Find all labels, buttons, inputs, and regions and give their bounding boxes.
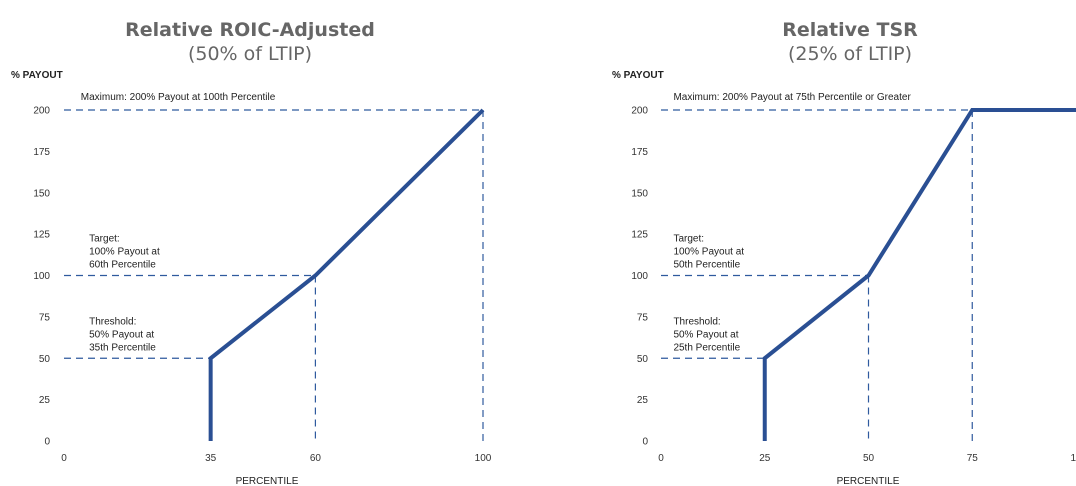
- chart-tsr: Relative TSR (25% of LTIP) % PAYOUT PERC…: [612, 19, 1076, 486]
- annotation-line: 50th Percentile: [673, 260, 740, 271]
- y-axis-label: % PAYOUT: [11, 70, 63, 81]
- y-tick-label: 150: [33, 188, 50, 199]
- chart-title: Relative TSR: [782, 19, 918, 41]
- x-tick-label: 35: [205, 453, 217, 464]
- y-tick-label: 25: [637, 395, 649, 406]
- chart-title: Relative ROIC-Adjusted: [125, 19, 375, 41]
- annotation-line: 35th Percentile: [89, 342, 156, 353]
- annotation: Maximum: 200% Payout at 100th Percentile: [81, 92, 276, 103]
- annotation-line: 100% Payout at: [89, 247, 160, 258]
- y-tick-label: 50: [637, 354, 649, 365]
- chart-subtitle: (50% of LTIP): [188, 43, 312, 65]
- y-tick-label: 125: [33, 230, 50, 241]
- x-tick-label: 60: [310, 453, 322, 464]
- chart-subtitle: (25% of LTIP): [788, 43, 912, 65]
- x-tick-label: 25: [759, 453, 771, 464]
- annotation: Target: 100% Payout at 50th Percentile: [673, 234, 744, 271]
- y-axis-label: % PAYOUT: [612, 70, 664, 81]
- x-tick-label: 0: [61, 453, 67, 464]
- x-tick-label: 10: [1070, 453, 1076, 464]
- payout-curve: [762, 108, 1076, 441]
- annotation-line: 50% Payout at: [89, 329, 154, 340]
- x-tick-label: 50: [863, 453, 875, 464]
- y-tick-label: 25: [39, 395, 51, 406]
- y-tick-label: 200: [631, 106, 648, 117]
- x-axis-label: PERCENTILE: [837, 476, 900, 486]
- chart-marks: 0 25 50 75 100 125 150 175 200 0 35 60 100 Maximum: 2…: [33, 92, 491, 464]
- annotation-line: Maximum: 200% Payout at 100th Percentile: [81, 92, 276, 103]
- y-tick-label: 200: [33, 106, 50, 117]
- annotation-line: 100% Payout at: [673, 247, 744, 258]
- y-tick-label: 0: [642, 437, 648, 448]
- annotation: Threshold: 50% Payout at 25th Percentile: [673, 316, 740, 353]
- annotation-line: Threshold:: [89, 316, 136, 327]
- payout-curve: [208, 108, 485, 441]
- y-tick-label: 125: [631, 230, 648, 241]
- y-tick-label: 150: [631, 188, 648, 199]
- y-tick-label: 175: [33, 147, 50, 158]
- annotation: Target: 100% Payout at 60th Percentile: [89, 234, 160, 271]
- y-tick-label: 0: [44, 437, 50, 448]
- annotation-line: 50% Payout at: [673, 329, 738, 340]
- y-tick-label: 75: [39, 312, 51, 323]
- annotation-line: Target:: [89, 234, 120, 245]
- chart-marks: 0 25 50 75 100 125 150 175 200 0 25 50 75 10 Maximum: …: [631, 92, 1076, 464]
- y-tick-label: 100: [631, 271, 648, 282]
- annotation-line: Threshold:: [673, 316, 720, 327]
- x-tick-label: 0: [658, 453, 664, 464]
- annotation-line: Maximum: 200% Payout at 75th Percentile …: [673, 92, 911, 103]
- annotation-line: 25th Percentile: [673, 342, 740, 353]
- annotation: Threshold: 50% Payout at 35th Percentile: [89, 316, 156, 353]
- y-tick-label: 50: [39, 354, 51, 365]
- chart-roic: Relative ROIC-Adjusted (50% of LTIP) % P…: [11, 19, 492, 486]
- annotation-line: Target:: [673, 234, 704, 245]
- x-axis-label: PERCENTILE: [236, 476, 299, 486]
- y-tick-label: 175: [631, 147, 648, 158]
- y-tick-label: 75: [637, 312, 649, 323]
- x-tick-label: 75: [967, 453, 979, 464]
- y-tick-label: 100: [33, 271, 50, 282]
- annotation: Maximum: 200% Payout at 75th Percentile …: [673, 92, 911, 103]
- annotation-line: 60th Percentile: [89, 260, 156, 271]
- x-tick-label: 100: [475, 453, 492, 464]
